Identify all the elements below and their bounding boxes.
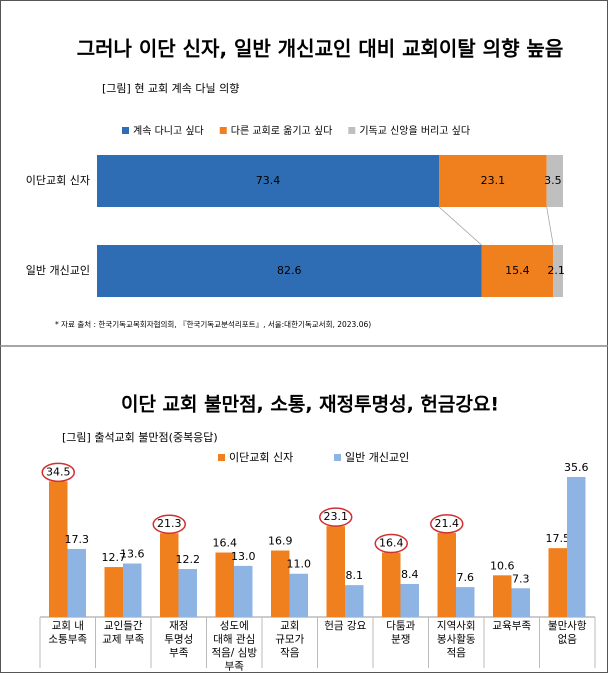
- data-label: 7.6: [457, 571, 475, 584]
- data-label: 73.4: [256, 174, 281, 187]
- legend-swatch: [219, 127, 227, 134]
- bar: [345, 585, 364, 617]
- connector: [546, 206, 554, 246]
- x-tick-label: 재정 투명성 부족: [164, 620, 193, 659]
- bar: [456, 587, 475, 617]
- bar-segment: [546, 155, 563, 207]
- source-note: * 자료 출처 : 한국기독교목회자협의회, 『한국기독교분석리포트』, 서울:…: [55, 319, 371, 329]
- data-label: 8.1: [346, 569, 364, 582]
- x-tick-label: 교인들간 교제 부족: [102, 620, 144, 646]
- bar-segment: [481, 245, 554, 297]
- legend-label: 이단교회 신자: [229, 451, 293, 464]
- x-tick-label: 지역사회 봉사활동 적음: [437, 620, 476, 659]
- connector: [438, 206, 482, 246]
- highlight-circle: [41, 462, 75, 483]
- bar: [160, 533, 179, 617]
- bar: [567, 477, 586, 617]
- legend-label: 일반 개신교인: [345, 450, 409, 464]
- x-tick-label: 교육부족: [492, 620, 531, 632]
- bar: [49, 481, 68, 617]
- legend-label: 다른 교회로 옮기고 싶다: [231, 125, 333, 137]
- data-label: 15.4: [505, 264, 530, 277]
- bar: [511, 588, 530, 617]
- data-label: 7.3: [512, 572, 530, 585]
- data-label: 17.3: [65, 533, 90, 546]
- bar-segment: [439, 155, 547, 207]
- x-tick-label: 불만사항 없음: [548, 620, 587, 646]
- subtitle: [그림] 현 교회 계속 다닐 의향: [102, 82, 239, 95]
- data-label: 12.2: [176, 553, 201, 566]
- bar: [493, 575, 512, 617]
- bar: [67, 548, 86, 617]
- legend-label: 계속 다니고 싶다: [133, 125, 204, 137]
- x-tick-label: 교회 규모가 작음: [275, 620, 304, 659]
- highlight-circle: [430, 514, 464, 534]
- bar: [271, 550, 290, 617]
- highlight-circle: [319, 507, 353, 527]
- bar-segment: [553, 245, 563, 297]
- y-tick-label: 일반 개신교인: [26, 263, 90, 277]
- bar: [289, 573, 308, 617]
- legend-label: 기독교 신앙을 버리고 싶다: [359, 125, 470, 137]
- data-label: 10.6: [490, 559, 515, 572]
- bar: [548, 548, 567, 617]
- chart-title: 이단 교회 불만점, 소통, 재정투명성, 헌금강요!: [121, 394, 499, 416]
- data-label: 21.3: [157, 517, 182, 530]
- data-label: 16.9: [268, 535, 293, 548]
- bar-segment: [97, 245, 482, 297]
- data-label: 2.1: [547, 264, 565, 277]
- data-label: 23.1: [481, 174, 506, 187]
- bar: [400, 583, 419, 617]
- data-label: 16.4: [213, 537, 238, 550]
- x-tick-label: 성도에 대해 관심 적음/ 심방 부족: [211, 620, 257, 673]
- data-label: 21.4: [435, 517, 460, 530]
- x-tick-label: 헌금 강요: [324, 620, 366, 632]
- data-label: 34.5: [46, 465, 71, 478]
- data-label: 17.5: [546, 532, 571, 545]
- legend-swatch: [122, 127, 129, 134]
- bar: [123, 563, 142, 617]
- data-label: 8.4: [401, 568, 419, 581]
- data-label: 3.5: [544, 174, 562, 187]
- x-tick-label: 다툼과 분쟁: [386, 620, 415, 646]
- legend-swatch: [218, 454, 225, 461]
- x-tick-label: 교회 내 소통부족: [48, 620, 87, 646]
- data-label: 13.0: [231, 550, 256, 563]
- data-label: 82.6: [277, 264, 302, 277]
- bar-segment: [97, 155, 440, 207]
- bar: [178, 569, 197, 617]
- data-label: 16.4: [379, 537, 404, 550]
- data-label: 11.0: [287, 558, 312, 571]
- y-tick-label: 이단교회 신자: [26, 174, 90, 187]
- bar: [104, 567, 123, 617]
- legend-swatch: [334, 454, 341, 461]
- bar: [234, 565, 253, 617]
- legend-swatch: [348, 127, 356, 134]
- highlight-circle: [152, 514, 186, 534]
- subtitle: [그림] 출석교회 불만점(중복응답): [62, 431, 218, 444]
- data-label: 12.7: [102, 551, 127, 564]
- bar: [437, 532, 456, 617]
- bar: [215, 552, 234, 617]
- highlight-circle: [374, 533, 408, 554]
- bar: [382, 552, 401, 617]
- data-label: 35.6: [564, 461, 589, 474]
- bar: [326, 526, 345, 617]
- chart-title: 그러나 이단 신자, 일반 개신교인 대비 교회이탈 의향 높음: [77, 37, 564, 61]
- data-label: 13.6: [120, 548, 145, 561]
- data-label: 23.1: [324, 510, 349, 523]
